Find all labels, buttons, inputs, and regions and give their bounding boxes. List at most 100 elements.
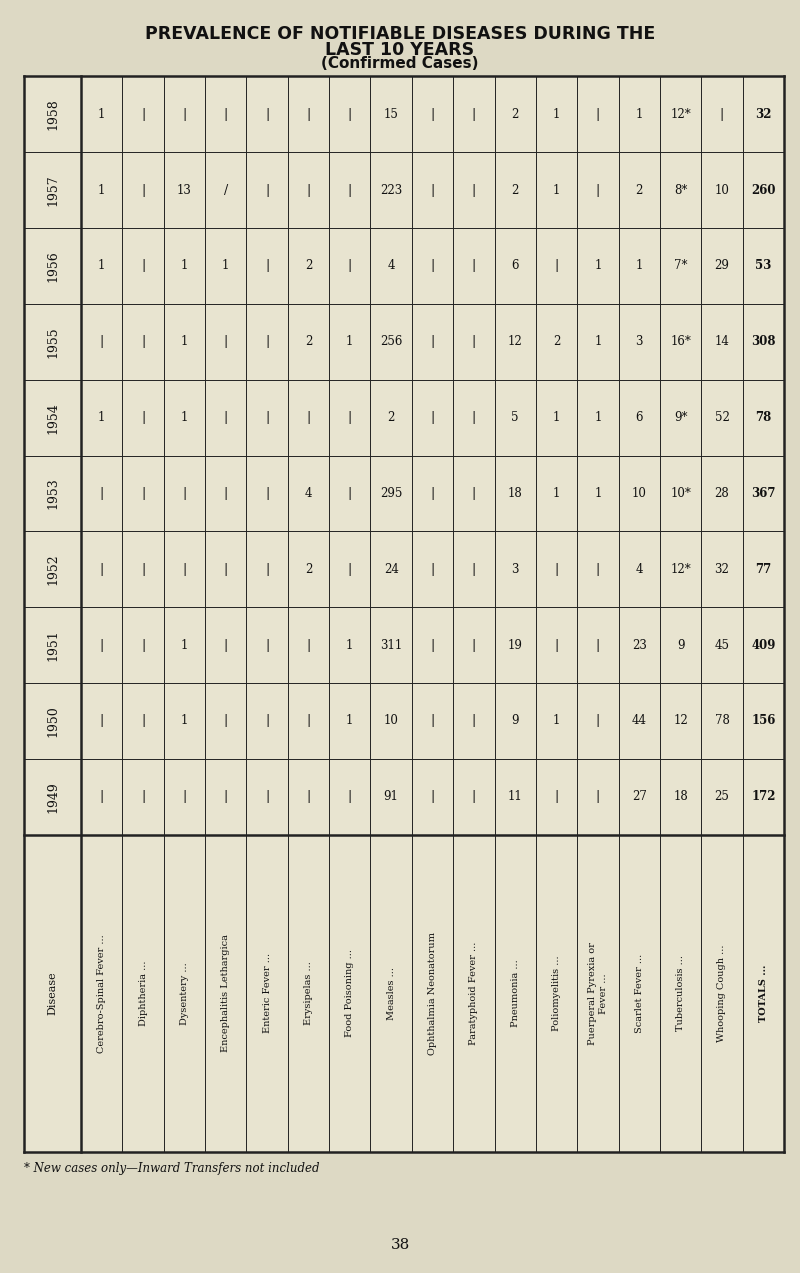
- Text: 9*: 9*: [674, 411, 687, 424]
- Text: 7*: 7*: [674, 260, 687, 272]
- Text: 32: 32: [755, 108, 771, 121]
- Text: |: |: [182, 563, 186, 575]
- Text: 12: 12: [508, 335, 522, 349]
- Text: 260: 260: [751, 183, 775, 196]
- Text: |: |: [265, 488, 270, 500]
- Text: |: |: [430, 714, 434, 727]
- Text: Encephalitis Lethargica: Encephalitis Lethargica: [222, 934, 230, 1053]
- Text: |: |: [348, 260, 352, 272]
- Text: |: |: [141, 411, 145, 424]
- Text: |: |: [224, 563, 228, 575]
- Text: 1: 1: [635, 260, 643, 272]
- Text: 1: 1: [553, 488, 560, 500]
- Text: |: |: [182, 108, 186, 121]
- Text: 367: 367: [751, 488, 775, 500]
- Text: 1: 1: [181, 639, 188, 652]
- Text: |: |: [472, 335, 476, 349]
- Text: |: |: [224, 488, 228, 500]
- Text: |: |: [99, 488, 104, 500]
- Text: 10: 10: [714, 183, 730, 196]
- Text: |: |: [472, 791, 476, 803]
- Text: |: |: [265, 335, 270, 349]
- Text: 9: 9: [677, 639, 684, 652]
- Text: |: |: [348, 183, 352, 196]
- Text: Diphtheria ...: Diphtheria ...: [138, 961, 147, 1026]
- Text: |: |: [265, 639, 270, 652]
- Text: 1956: 1956: [46, 250, 59, 281]
- Text: |: |: [265, 563, 270, 575]
- Text: |: |: [596, 108, 600, 121]
- Text: 23: 23: [632, 639, 646, 652]
- Text: 1: 1: [594, 335, 602, 349]
- Text: |: |: [306, 791, 310, 803]
- Text: Ophthalmia Neonatorum: Ophthalmia Neonatorum: [428, 932, 437, 1055]
- Text: Erysipelas ...: Erysipelas ...: [304, 961, 313, 1025]
- Text: 28: 28: [714, 488, 730, 500]
- Text: 1: 1: [222, 260, 230, 272]
- Text: 78: 78: [714, 714, 730, 727]
- Text: |: |: [265, 411, 270, 424]
- Text: |: |: [348, 791, 352, 803]
- Text: 1: 1: [635, 108, 643, 121]
- Text: 2: 2: [305, 335, 312, 349]
- Text: |: |: [306, 108, 310, 121]
- Text: 1953: 1953: [46, 477, 59, 509]
- Text: 10*: 10*: [670, 488, 691, 500]
- Text: 1: 1: [346, 714, 354, 727]
- Text: 45: 45: [714, 639, 730, 652]
- Text: |: |: [141, 714, 145, 727]
- Text: 1: 1: [346, 335, 354, 349]
- Text: 1: 1: [594, 488, 602, 500]
- Text: 3: 3: [635, 335, 643, 349]
- Text: Measles ...: Measles ...: [386, 967, 396, 1020]
- Text: 18: 18: [674, 791, 688, 803]
- Text: 11: 11: [508, 791, 522, 803]
- Text: 12: 12: [674, 714, 688, 727]
- Text: |: |: [99, 335, 104, 349]
- Text: |: |: [141, 183, 145, 196]
- Text: Puerperal Pyrexia or
Fever ...: Puerperal Pyrexia or Fever ...: [588, 942, 608, 1045]
- Text: 1: 1: [594, 411, 602, 424]
- Text: 13: 13: [177, 183, 192, 196]
- Text: |: |: [141, 260, 145, 272]
- Text: 1: 1: [553, 411, 560, 424]
- Text: 172: 172: [751, 791, 775, 803]
- Text: 1: 1: [553, 108, 560, 121]
- Text: 9: 9: [511, 714, 519, 727]
- Text: |: |: [472, 108, 476, 121]
- Text: TOTALS ...: TOTALS ...: [759, 965, 768, 1022]
- Text: |: |: [265, 714, 270, 727]
- Text: 2: 2: [305, 563, 312, 575]
- Text: |: |: [472, 714, 476, 727]
- Text: 1: 1: [553, 183, 560, 196]
- Text: 6: 6: [635, 411, 643, 424]
- Text: * New cases only—Inward Transfers not included: * New cases only—Inward Transfers not in…: [24, 1162, 319, 1175]
- Text: |: |: [224, 411, 228, 424]
- Text: |: |: [265, 108, 270, 121]
- Text: 295: 295: [380, 488, 402, 500]
- Text: |: |: [430, 488, 434, 500]
- Text: 5: 5: [511, 411, 519, 424]
- Text: |: |: [596, 791, 600, 803]
- Text: 77: 77: [755, 563, 771, 575]
- Text: |: |: [472, 563, 476, 575]
- Text: |: |: [472, 639, 476, 652]
- Text: |: |: [430, 563, 434, 575]
- Text: |: |: [99, 639, 104, 652]
- Text: |: |: [306, 714, 310, 727]
- Text: 311: 311: [380, 639, 402, 652]
- Text: |: |: [430, 108, 434, 121]
- Text: 2: 2: [305, 260, 312, 272]
- Text: |: |: [596, 563, 600, 575]
- Text: 156: 156: [751, 714, 775, 727]
- Text: 1958: 1958: [46, 98, 59, 130]
- Text: Paratyphoid Fever ...: Paratyphoid Fever ...: [470, 942, 478, 1045]
- Text: |: |: [596, 183, 600, 196]
- Text: |: |: [99, 791, 104, 803]
- Text: |: |: [554, 260, 558, 272]
- Text: 27: 27: [632, 791, 646, 803]
- Text: |: |: [265, 791, 270, 803]
- Text: 38: 38: [390, 1239, 410, 1251]
- Text: |: |: [430, 791, 434, 803]
- Text: 32: 32: [714, 563, 730, 575]
